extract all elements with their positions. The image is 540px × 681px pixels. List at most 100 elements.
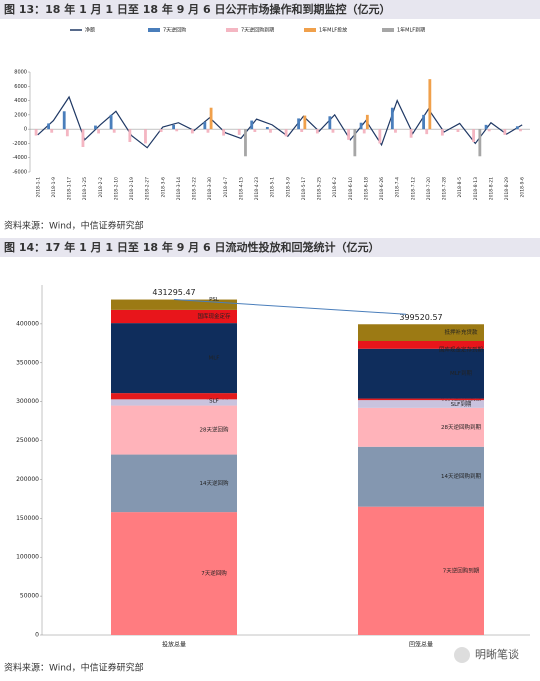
bar [519, 129, 522, 132]
legend-label: 7天逆回购到期 [241, 27, 274, 34]
bar [47, 123, 50, 130]
segment-label: 28天逆回购到期 [441, 423, 481, 431]
segment-label: 14天逆回购 [200, 479, 229, 487]
x-tick-label: 2018-5-17 [301, 177, 307, 200]
y-tick-label: 0 [24, 127, 27, 133]
bar [265, 127, 269, 130]
trend-arrow [173, 299, 407, 315]
segment-label: 国库现金定存 [197, 312, 231, 320]
x-tick-label: 2018-6-18 [363, 177, 369, 200]
legend-swatch [226, 28, 238, 32]
bar [503, 129, 507, 135]
segment-label: 7天逆回购 [201, 569, 227, 577]
x-tick-label: 2018-7-12 [410, 177, 416, 200]
legend-label: 1年MLF到期 [397, 27, 425, 34]
x-tick-label: 2018-7-20 [426, 177, 432, 200]
bar [172, 124, 175, 130]
segment-label: 14天逆回购到期 [441, 472, 481, 480]
x-tick-label: 2018-4-15 [238, 177, 244, 200]
source: 资料来源：Wind，中信证券研究部 [4, 220, 144, 232]
legend-label: 净额 [85, 27, 95, 34]
x-tick-label: 2018-8-21 [488, 177, 494, 200]
caption-bar [0, 0, 540, 19]
bar [347, 129, 350, 140]
x-tick-label: 2018-1-25 [82, 177, 88, 200]
x-tick-label: 2018-7-28 [442, 177, 448, 200]
y-tick-label: 150000 [16, 515, 39, 522]
bar [112, 129, 116, 133]
y-tick-label: 350000 [16, 359, 39, 366]
x-tick-label: 2018-3-6 [160, 177, 166, 198]
x-tick-label: 2018-2-27 [145, 177, 151, 200]
bar-segment [111, 405, 237, 455]
bar [190, 129, 194, 134]
x-tick-label: 2018-5-1 [270, 177, 276, 198]
bar [175, 129, 179, 132]
bar-segment [358, 398, 484, 401]
bar-segment [358, 506, 484, 635]
x-tick-label: 回笼总量 [409, 641, 433, 649]
bar-segment [111, 299, 237, 310]
bar-segment [358, 341, 484, 349]
x-tick-label: 2018-3-30 [207, 177, 213, 200]
x-tick-label: 2018-8-29 [504, 177, 510, 200]
bar [62, 111, 66, 130]
x-tick-label: 2018-8-13 [473, 177, 479, 200]
y-tick-label: 300000 [16, 398, 39, 405]
y-tick-label: 200000 [16, 476, 39, 483]
caption: 图 14：17 年 1 月 1 日至 18 年 9 月 6 日流动性投放和回笼统… [4, 240, 380, 254]
legend-label: 1年MLF投放 [319, 27, 347, 34]
bar [353, 129, 357, 157]
segment-label: 7天逆回购到期 [443, 566, 480, 574]
net-line [37, 95, 523, 149]
x-tick-label: 2018-6-26 [379, 177, 385, 200]
x-tick-label: 2018-1-9 [51, 177, 57, 198]
bar [422, 114, 425, 130]
bar [315, 129, 319, 134]
x-tick-label: 2018-2-10 [113, 177, 119, 200]
bar [128, 129, 132, 142]
legend-label: 7天逆回购 [163, 27, 186, 34]
y-tick-label: 0 [35, 632, 39, 639]
bar [144, 129, 147, 144]
y-tick-label: -2000 [12, 141, 27, 147]
bar [359, 122, 363, 130]
x-tick-label: 2018-8-5 [457, 177, 463, 198]
bar-segment [111, 454, 237, 513]
bar-segment [358, 324, 484, 341]
bar [378, 129, 382, 144]
bar [222, 129, 225, 136]
bar [428, 79, 432, 130]
y-tick-label: 6000 [14, 84, 27, 90]
bar-segment [111, 323, 237, 394]
x-tick-label: 2018-7-4 [395, 177, 401, 198]
x-tick-label: 2018-3-14 [176, 177, 182, 200]
bar [472, 129, 475, 142]
y-tick-label: 8000 [14, 70, 27, 76]
y-tick-label: 2000 [14, 112, 27, 118]
total-label: 431295.47 [152, 288, 195, 297]
x-tick-label: 2018-6-10 [348, 177, 354, 200]
bar [362, 129, 366, 134]
bar-segment [111, 309, 237, 324]
bar [50, 129, 54, 133]
segment-label: 国库现金定存到期 [439, 345, 484, 353]
x-tick-label: 2018-1-1 [35, 177, 41, 198]
bar [159, 129, 163, 132]
segment-label: 抵押补充贷款 [444, 328, 478, 336]
y-tick-label: 400000 [16, 320, 39, 327]
bar [487, 129, 491, 132]
bar [409, 129, 413, 138]
bar [81, 129, 85, 147]
bar [390, 107, 394, 130]
x-tick-label: 2018-1-17 [67, 177, 73, 200]
x-tick-label: 2018-3-22 [192, 177, 198, 200]
segment-label: 28天逆回购 [200, 426, 229, 434]
bar-segment [111, 399, 237, 406]
bar-segment [358, 407, 484, 447]
segment-label: SLF [209, 399, 219, 405]
bar [328, 116, 332, 130]
segment-label: MLF [209, 356, 220, 362]
